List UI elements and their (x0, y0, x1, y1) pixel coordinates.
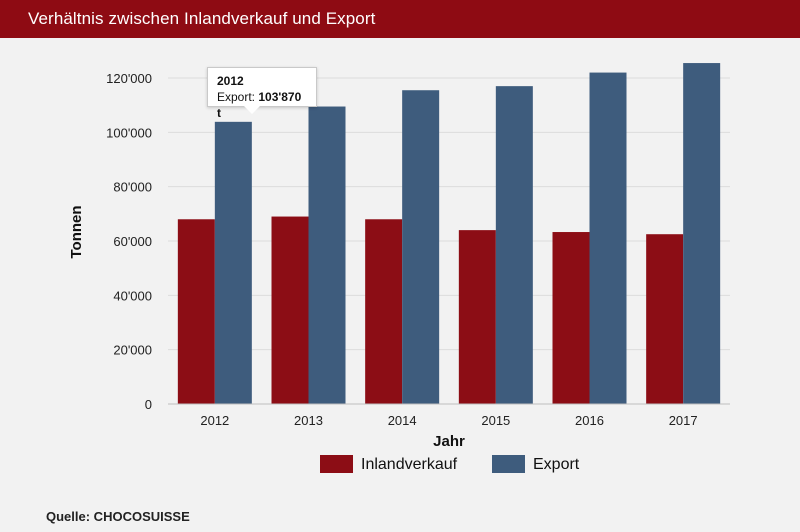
bar-inlandverkauf (458, 230, 496, 404)
bar-export (589, 72, 627, 405)
bar-inlandverkauf (365, 219, 403, 404)
y-tick-label: 100'000 (106, 125, 152, 140)
bar-inlandverkauf (271, 216, 309, 404)
x-tick-label: 2017 (669, 413, 698, 428)
bar-export (214, 121, 252, 405)
y-tick-label: 60'000 (113, 234, 152, 249)
legend-label: Inlandverkauf (361, 456, 458, 473)
x-tick-label: 2012 (200, 413, 229, 428)
bar-inlandverkauf (552, 232, 590, 404)
bar-export (683, 63, 721, 404)
tooltip-content: Export: 103'870 t (217, 89, 307, 121)
x-axis-title: Jahr (433, 433, 465, 450)
legend-swatch (320, 455, 353, 473)
tooltip-year: 2012 (217, 74, 244, 88)
bar-export (495, 86, 533, 405)
tooltip-label: Export: (217, 90, 256, 104)
y-tick-label: 80'000 (113, 180, 152, 195)
chart-title: Verhältnis zwischen Inlandverkauf und Ex… (28, 9, 376, 28)
bar-export (308, 106, 346, 405)
y-tick-label: 0 (145, 397, 152, 412)
chart-header: Verhältnis zwischen Inlandverkauf und Ex… (0, 0, 800, 38)
x-tick-label: 2013 (294, 413, 323, 428)
bar-inlandverkauf (646, 234, 684, 404)
y-axis-title: Tonnen (68, 205, 85, 258)
tooltip-arrow (244, 106, 260, 114)
y-tick-label: 20'000 (113, 343, 152, 358)
source-note: Quelle: CHOCOSUISSE (46, 509, 190, 524)
x-tick-label: 2015 (481, 413, 510, 428)
tooltip-value: 103'870 t (217, 90, 302, 120)
legend-label: Export (533, 456, 580, 473)
bar-inlandverkauf (177, 219, 215, 404)
y-tick-label: 40'000 (113, 288, 152, 303)
x-tick-label: 2016 (575, 413, 604, 428)
legend-swatch (492, 455, 525, 473)
y-tick-label: 120'000 (106, 71, 152, 86)
x-tick-label: 2014 (388, 413, 417, 428)
bar-export (402, 90, 440, 404)
data-tooltip: 2012 Export: 103'870 t (207, 67, 317, 120)
